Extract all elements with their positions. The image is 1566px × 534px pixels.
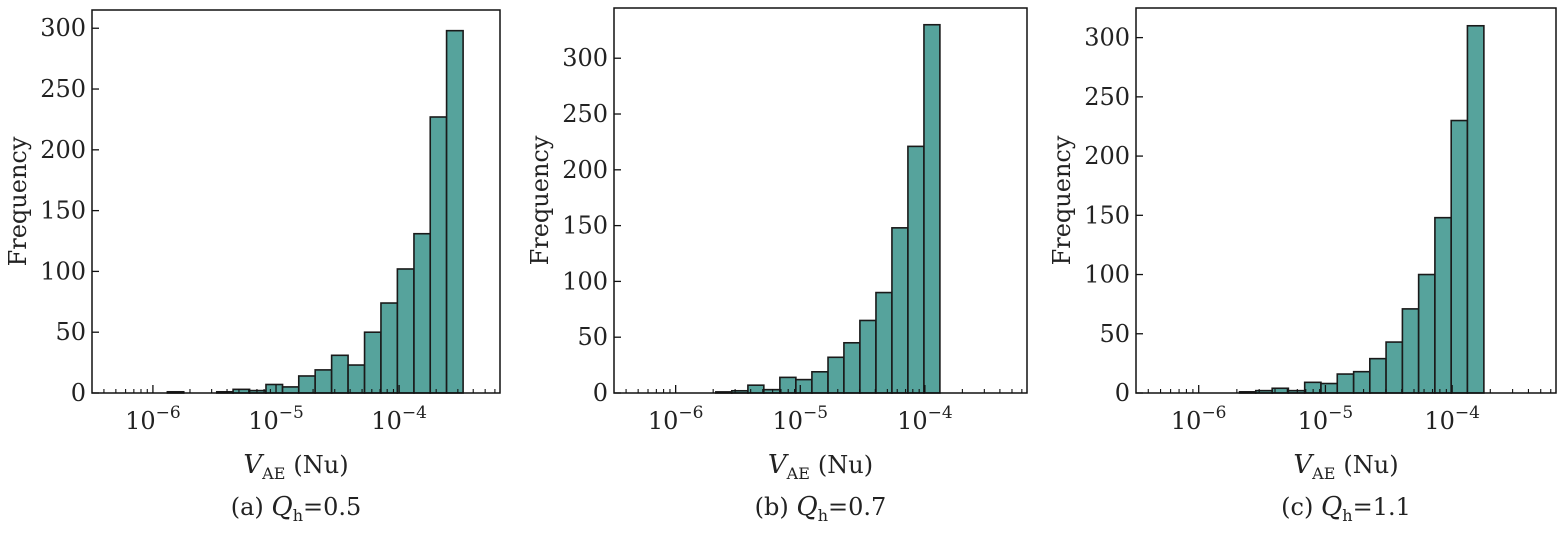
bar-b-7 [827,356,845,394]
chart-panel-a: 0 50 100 150 200 250 300 10−6 10−5 10−4 Frequency V… [0,0,522,534]
bar-a-17 [413,232,432,394]
bar-c-11 [1417,273,1436,394]
y-tick-label-b-250: 250 [562,100,608,128]
bars-b [715,23,941,394]
x-axis-label-a: VAE (Nu) [243,450,348,483]
histogram-c: 0 50 100 150 200 250 300 10−6 10−5 10−4 Frequency V… [1048,7,1557,525]
chart-panel-b: 0 50 100 150 200 250 300 10−6 10−5 10−4 Frequency V… [522,0,1044,534]
y-tick-label-b-50: 50 [577,323,608,351]
bar-c-7 [1352,370,1371,394]
y-tick-label-b-150: 150 [562,212,608,240]
y-tick-label-a-100: 100 [40,257,86,285]
y-tick-label-c-50: 50 [1099,320,1130,348]
x-axis-label-b: VAE (Nu) [768,450,873,483]
bar-a-19 [445,29,464,394]
bar-a-9 [281,386,300,394]
y-tick-label-b-0: 0 [593,379,608,407]
y-axis-label-c: Frequency [1048,135,1076,265]
bar-c-13 [1450,119,1469,394]
y-tick-label-c-300: 300 [1084,24,1130,52]
histogram-a: 0 50 100 150 200 250 300 10−6 10−5 10−4 Frequency V… [4,9,501,525]
y-tick-label-c-200: 200 [1084,142,1130,170]
bar-a-14 [363,331,382,394]
chart-panel-c: 0 50 100 150 200 250 300 10−6 10−5 10−4 Frequency V… [1044,0,1566,534]
y-tick-label-a-300: 300 [40,14,86,42]
x-ticks-c: 10−6 10−5 10−4 [1171,385,1480,435]
bar-a-15 [380,302,399,394]
y-axis-label-a: Frequency [4,136,32,266]
bar-a-13 [347,364,366,394]
axes-frame-a [91,9,501,394]
x-tick-label-b-1: 10−5 [772,403,828,435]
bar-c-14 [1466,24,1485,394]
bar-c-10 [1401,308,1420,394]
x-minor-ticks-b [625,389,1023,393]
y-tick-label-c-100: 100 [1084,261,1130,289]
caption-a: (a) Qh=0.5 [231,492,362,525]
bar-b-11 [891,227,909,394]
bar-c-8 [1369,357,1387,394]
bar-b-9 [859,319,877,394]
x-minor-ticks-a [103,389,496,393]
y-tick-label-c-0: 0 [1115,379,1130,407]
y-tick-label-b-200: 200 [562,156,608,184]
y-tick-label-a-250: 250 [40,75,86,103]
x-tick-label-a-2: 10−4 [371,403,427,435]
bar-b-10 [875,291,893,394]
y-ticks-b: 0 50 100 150 200 250 300 [562,44,621,407]
bar-a-12 [330,354,349,394]
y-ticks-a: 0 50 100 150 200 250 300 [40,14,99,407]
x-ticks-b: 10−6 10−5 10−4 [648,385,953,435]
bars-c [1238,24,1485,394]
y-axis-label-b: Frequency [526,135,554,265]
y-tick-label-c-250: 250 [1084,83,1130,111]
bar-b-13 [923,23,941,394]
bar-c-5 [1320,382,1339,394]
axes-frame-c [1135,7,1557,394]
bar-b-6 [811,370,829,394]
x-ticks-a: 10−6 10−5 10−4 [125,385,427,435]
y-tick-label-c-150: 150 [1084,201,1130,229]
y-tick-label-a-0: 0 [71,379,86,407]
x-axis-label-c: VAE (Nu) [1293,450,1398,483]
x-tick-label-c-1: 10−5 [1298,403,1354,435]
bar-b-12 [907,145,925,394]
bar-b-8 [843,341,861,394]
bar-a-11 [314,369,333,394]
y-tick-label-b-300: 300 [562,44,608,72]
bar-b-5 [795,378,813,394]
x-tick-label-b-0: 10−6 [648,403,704,435]
y-tick-label-b-100: 100 [562,267,608,295]
y-tick-label-a-50: 50 [55,318,86,346]
y-tick-label-a-200: 200 [40,136,86,164]
axes-frame-b [613,7,1028,394]
x-tick-label-a-0: 10−6 [125,403,181,435]
y-ticks-c: 0 50 100 150 200 250 300 [1084,24,1143,407]
caption-b: (b) Qh=0.7 [755,492,887,525]
bar-a-8 [265,383,284,394]
bar-a-18 [429,116,448,394]
bar-a-16 [396,268,415,394]
bars-a [166,29,464,394]
x-minor-ticks-c [1147,389,1552,393]
histogram-b: 0 50 100 150 200 250 300 10−6 10−5 10−4 Frequency V… [526,7,1028,525]
caption-c: (c) Qh=1.1 [1281,492,1411,525]
bar-c-6 [1336,373,1355,394]
x-tick-label-b-2: 10−4 [897,403,953,435]
bar-c-12 [1434,216,1453,394]
bar-c-9 [1385,341,1404,394]
x-tick-label-c-2: 10−4 [1424,403,1480,435]
x-tick-label-a-1: 10−5 [248,403,304,435]
y-tick-label-a-150: 150 [40,197,86,225]
x-tick-label-c-0: 10−6 [1171,403,1227,435]
